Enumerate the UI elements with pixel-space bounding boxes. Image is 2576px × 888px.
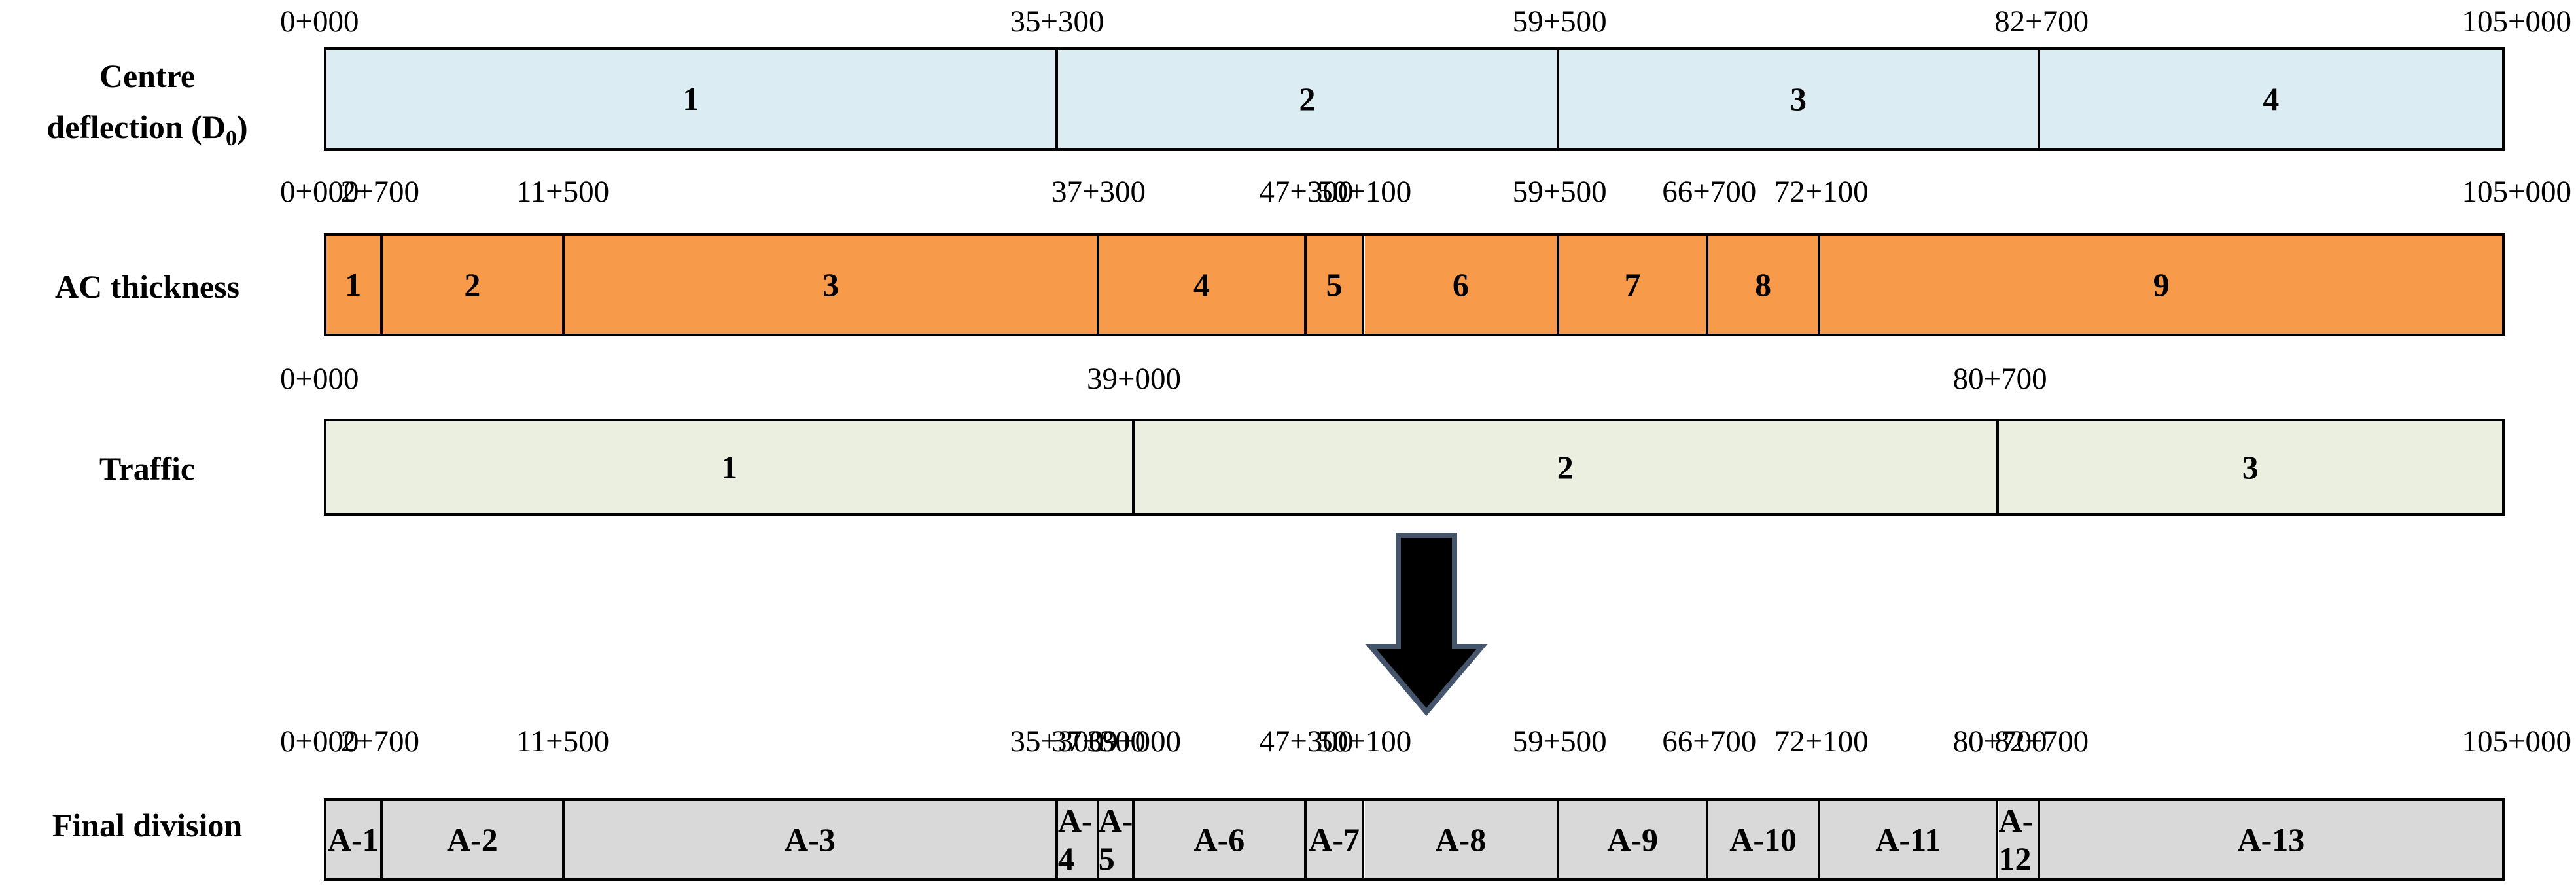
final-division-segment-10: A-10: [1708, 801, 1821, 878]
final-division-segment-13: A-13: [2039, 801, 2502, 878]
row-label-line1: Centre: [99, 58, 196, 94]
ac-thickness-tick-label: 50+100: [1317, 175, 1412, 209]
ac-thickness-tick-label: 47+300: [1259, 175, 1354, 209]
final-division-tick-label: 37+300: [1051, 724, 1146, 758]
ac-thickness-segment-4: 4: [1099, 236, 1307, 334]
centre-deflection-ticks: 0+000 35+300 59+500 82+700 105+000: [0, 7, 2576, 39]
final-division-segment-2: A-2: [382, 801, 565, 878]
final-division-segment-3: A-3: [565, 801, 1058, 878]
row-label-line2: deflection (D0): [46, 109, 248, 151]
ac-thickness-tick-label: 72+100: [1774, 175, 1869, 209]
ac-thickness-tick-label: 0+000: [280, 175, 359, 209]
ac-thickness-segment-6: 6: [1364, 236, 1560, 334]
final-division-segment-7: A-7: [1306, 801, 1365, 878]
final-division-tick-label: 72+100: [1774, 724, 1869, 758]
final-division-tick-label: 35+300: [1010, 724, 1104, 758]
final-division-segment-8: A-8: [1364, 801, 1560, 878]
row-label-ac-thickness: AC thickness: [55, 268, 239, 305]
ac-thickness-segment-1: 1: [326, 236, 383, 334]
final-division-segment-6: A-6: [1135, 801, 1307, 878]
final-division-tick-label: 66+700: [1662, 724, 1757, 758]
final-division-segment-4: A-4: [1057, 801, 1100, 878]
centre-deflection-tick-label: 59+500: [1512, 5, 1607, 39]
centre-deflection-segment-4: 4: [2039, 50, 2502, 148]
down-arrow-icon: [1365, 533, 1488, 717]
ac-thickness-segment-7: 7: [1559, 236, 1709, 334]
final-division-tick-label: 59+500: [1512, 724, 1607, 758]
final-division-segment-11: A-11: [1820, 801, 1999, 878]
final-division-segment-1: A-1: [326, 801, 383, 878]
centre-deflection-tick-label: 105+000: [2461, 5, 2571, 39]
ac-thickness-ticks: 0+000 2+700 11+500 37+300 47+300 50+100 59+500…: [0, 177, 2576, 209]
final-division-tick-label: 39+000: [1086, 724, 1181, 758]
final-division-tick-label: 0+000: [280, 724, 359, 758]
centre-deflection-segment-2: 2: [1057, 50, 1560, 148]
final-division-tick-label: 2+700: [340, 724, 419, 758]
row-label-final-division: Final division: [52, 807, 243, 844]
traffic-tick-label: 80+700: [1952, 362, 2047, 396]
subscript-zero: 0: [225, 126, 237, 151]
traffic-segment-1: 1: [326, 421, 1135, 513]
centre-deflection-tick-label: 0+000: [280, 5, 359, 39]
final-division-tick-label: 11+500: [516, 724, 610, 758]
ac-thickness-segment-2: 2: [382, 236, 565, 334]
traffic-tick-label: 0+000: [280, 362, 359, 396]
centre-deflection-segment-1: 1: [326, 50, 1058, 148]
centre-deflection-tick-label: 82+700: [1994, 5, 2089, 39]
ac-thickness-tick-label: 66+700: [1662, 175, 1757, 209]
ac-thickness-tick-label: 2+700: [340, 175, 419, 209]
final-division-tick-label: 80+700: [1952, 724, 2047, 758]
final-division-tick-label: 105+000: [2461, 724, 2571, 758]
final-division-segment-5: A-5: [1099, 801, 1135, 878]
final-division-tick-label: 47+300: [1259, 724, 1354, 758]
row-label-centre-deflection: Centre deflection (D0): [0, 50, 294, 164]
centre-deflection-segment-3: 3: [1559, 50, 2040, 148]
ac-thickness-segment-8: 8: [1708, 236, 1821, 334]
final-division-tick-label: 82+700: [1994, 724, 2089, 758]
traffic-segment-3: 3: [1998, 421, 2502, 513]
ac-thickness-tick-label: 59+500: [1512, 175, 1607, 209]
final-division-segment-9: A-9: [1559, 801, 1709, 878]
ac-thickness-tick-label: 37+300: [1051, 175, 1146, 209]
traffic-ticks: 0+000 39+000 80+700: [0, 364, 2576, 397]
final-division-track: A-1 A-2 A-3 A-4 A-5 A-6 A-7 A-8 A-9 A-10 A-11 A-12 A…: [324, 798, 2505, 881]
final-division-segment-12: A-12: [1998, 801, 2040, 878]
ac-thickness-tick-label: 11+500: [516, 175, 610, 209]
ac-thickness-tick-label: 105+000: [2461, 175, 2571, 209]
row-label-traffic: Traffic: [99, 450, 196, 487]
traffic-segment-2: 2: [1135, 421, 1999, 513]
traffic-tick-label: 39+000: [1086, 362, 1181, 396]
ac-thickness-segment-3: 3: [565, 236, 1100, 334]
final-division-tick-label: 50+100: [1317, 724, 1412, 758]
ac-thickness-segment-5: 5: [1306, 236, 1365, 334]
final-division-ticks: 0+000 2+700 11+500 35+300 37+300 39+000 47+300…: [0, 726, 2576, 759]
centre-deflection-tick-label: 35+300: [1010, 5, 1104, 39]
ac-thickness-segment-9: 9: [1820, 236, 2502, 334]
